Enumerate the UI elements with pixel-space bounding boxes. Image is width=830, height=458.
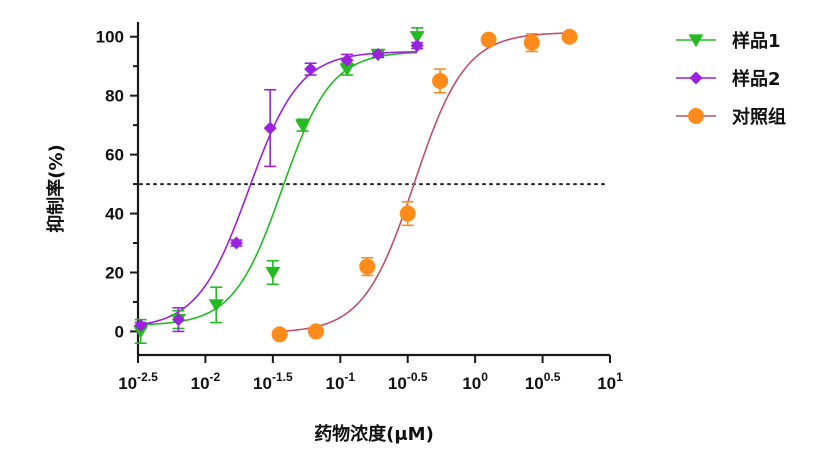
data-point-series-1: [339, 63, 355, 77]
data-point-series-3: [399, 205, 416, 222]
data-point-series-3: [432, 72, 449, 89]
x-tick-label: 100.5: [525, 370, 561, 393]
data-point-series-2: [171, 313, 185, 327]
x-tick-label: 10-2: [191, 370, 221, 393]
x-tick-label: 10-1.5: [253, 370, 293, 393]
legend: 样品1 样品2 对照组: [676, 30, 786, 128]
data-point-series-1: [208, 299, 224, 313]
data-point-series-2: [263, 121, 277, 135]
data-point-series-2: [371, 47, 385, 61]
fit-curve-2: [140, 51, 418, 326]
legend-item-2: 样品2: [676, 68, 781, 90]
x-tick-label: 10-0.5: [388, 370, 428, 393]
y-tick-label: 100: [96, 28, 124, 47]
y-axis-title: 抑制率(%): [45, 144, 67, 233]
legend-marker: [688, 34, 704, 48]
x-tick-label: 101: [597, 370, 623, 393]
y-tick-label: 40: [105, 205, 124, 224]
data-point-series-3: [480, 31, 497, 48]
data-point-series-2: [410, 39, 424, 53]
legend-label: 样品1: [732, 30, 781, 52]
data-point-series-3: [308, 323, 325, 340]
y-tick-label: 20: [105, 263, 124, 282]
data-point-series-2: [304, 62, 318, 76]
legend-marker: [689, 71, 703, 85]
data-point-series-3: [561, 28, 578, 45]
data-point-series-2: [340, 53, 354, 67]
data-points-layer: [133, 28, 578, 343]
x-tick-label: 10-2.5: [118, 370, 158, 393]
data-point-series-3: [523, 34, 540, 51]
data-point-series-1: [409, 31, 425, 44]
legend-label: 样品2: [732, 68, 781, 90]
data-point-series-1: [265, 266, 281, 280]
x-tick-label: 100: [462, 370, 488, 393]
data-point-series-1: [295, 119, 311, 133]
y-tick-label: 0: [115, 322, 124, 341]
data-point-series-2: [134, 319, 148, 333]
x-tick-label: 10-1: [325, 370, 355, 393]
data-point-series-3: [359, 258, 376, 275]
fit-curve-1: [140, 51, 418, 326]
axes-layer: 0 20 40 60 80 100 10-2.5 10-2 10-1.5 10-1 10-0.5 10…: [96, 22, 623, 393]
legend-marker: [688, 108, 704, 124]
fit-curve-3: [279, 32, 573, 333]
x-axis-title: 药物浓度(μM): [314, 423, 434, 445]
fit-curves-layer: [140, 32, 573, 333]
data-point-series-1: [133, 325, 149, 339]
data-point-series-2: [229, 236, 243, 250]
y-tick-label: 80: [105, 87, 124, 106]
error-bars-layer: [134, 27, 576, 345]
y-tick-label: 60: [105, 146, 124, 165]
data-point-series-3: [271, 326, 288, 343]
legend-item-1: 样品1: [676, 30, 781, 52]
legend-label: 对照组: [732, 106, 786, 128]
legend-item-3: 对照组: [676, 106, 786, 128]
